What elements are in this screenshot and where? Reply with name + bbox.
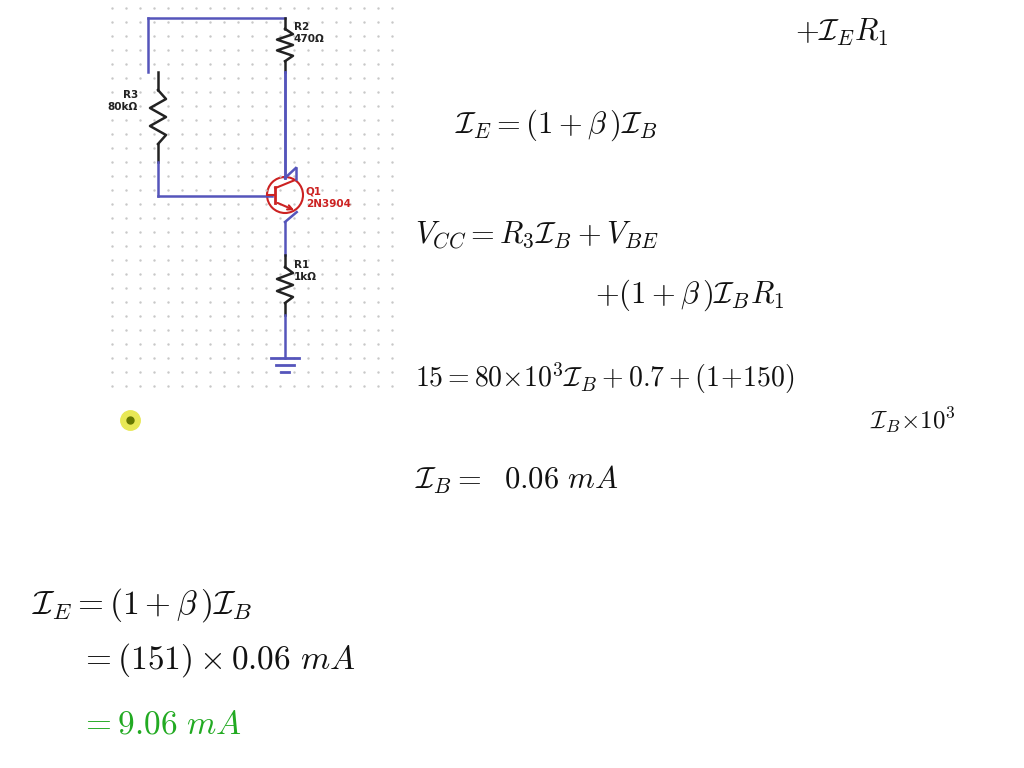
- Text: $= 9.06 \ mA$: $= 9.06 \ mA$: [80, 709, 242, 741]
- Text: R3
80kΩ: R3 80kΩ: [108, 90, 138, 111]
- Text: $+ \mathcal{I}_E R_1$: $+ \mathcal{I}_E R_1$: [795, 16, 889, 48]
- Text: $= (151) \times 0.06 \ mA$: $= (151) \times 0.06 \ mA$: [80, 641, 355, 679]
- Text: R1
1kΩ: R1 1kΩ: [294, 260, 317, 282]
- Text: $\mathcal{I}_E = (1+\beta\,)\mathcal{I}_B$: $\mathcal{I}_E = (1+\beta\,)\mathcal{I}_…: [32, 586, 253, 624]
- Text: $V_{CC} = R_3 \mathcal{I}_B + V_{BE}$: $V_{CC} = R_3 \mathcal{I}_B + V_{BE}$: [415, 219, 658, 250]
- Text: $15 = 80{\times}10^3 \mathcal{I}_B + 0.7 + (1\!+\!150)$: $15 = 80{\times}10^3 \mathcal{I}_B + 0.7…: [415, 360, 795, 396]
- Text: $\mathcal{I}_B{\times}10^3$: $\mathcal{I}_B{\times}10^3$: [870, 405, 955, 435]
- Text: $\mathcal{I}_E = (1+ \beta\,) \mathcal{I}_B$: $\mathcal{I}_E = (1+ \beta\,) \mathcal{I…: [455, 108, 657, 143]
- Text: $\mathcal{I}_B = \ \ 0.06 \ mA$: $\mathcal{I}_B = \ \ 0.06 \ mA$: [415, 464, 618, 496]
- Text: $+ (1+\beta\,) \mathcal{I}_B R_1$: $+ (1+\beta\,) \mathcal{I}_B R_1$: [595, 277, 784, 313]
- Text: R2
470Ω: R2 470Ω: [294, 22, 325, 44]
- Text: Q1
2N3904: Q1 2N3904: [306, 187, 351, 209]
